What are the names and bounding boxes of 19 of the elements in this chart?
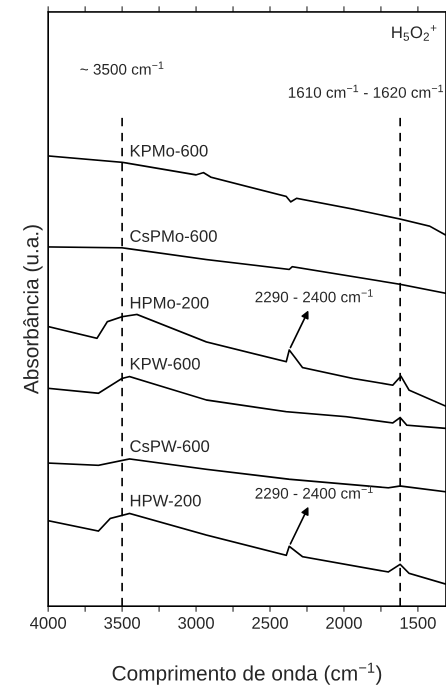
series-label: KPMo-600 bbox=[130, 144, 208, 157]
x-tick-label: 3000 bbox=[178, 617, 214, 629]
x-tick-label: 3500 bbox=[104, 617, 140, 629]
text: H$_{5}$O$_{2}$$^{+}$ bbox=[392, 25, 436, 41]
x-tick-label: 1500 bbox=[400, 617, 436, 629]
ref-line-label: ~ 3500 cm$^{−1}$ bbox=[80, 62, 164, 75]
series-label: HPMo-200 bbox=[130, 296, 209, 309]
annotation: 2290 - 2400 cm$^{−1}$ bbox=[255, 486, 373, 499]
y-axis-title: Absorbância (u.a.) bbox=[23, 225, 43, 394]
x-tick-label: 4000 bbox=[30, 617, 66, 629]
series-label: CsPW-600 bbox=[130, 440, 210, 452]
series-label: KPW-600 bbox=[130, 358, 200, 370]
series-label: HPW-200 bbox=[130, 494, 201, 507]
series-label: CsPMo-600 bbox=[130, 230, 217, 242]
x-tick-label: 2000 bbox=[326, 617, 362, 629]
x-tick-label: 2500 bbox=[252, 617, 288, 629]
x-axis-title: Comprimento de onda (cm$^{−1}$) bbox=[112, 662, 382, 685]
ref-line-label: 1610 cm$^{−1}$ - 1620 cm$^{−1}$ bbox=[288, 84, 444, 98]
annotation: 2290 - 2400 cm$^{−1}$ bbox=[255, 289, 373, 302]
